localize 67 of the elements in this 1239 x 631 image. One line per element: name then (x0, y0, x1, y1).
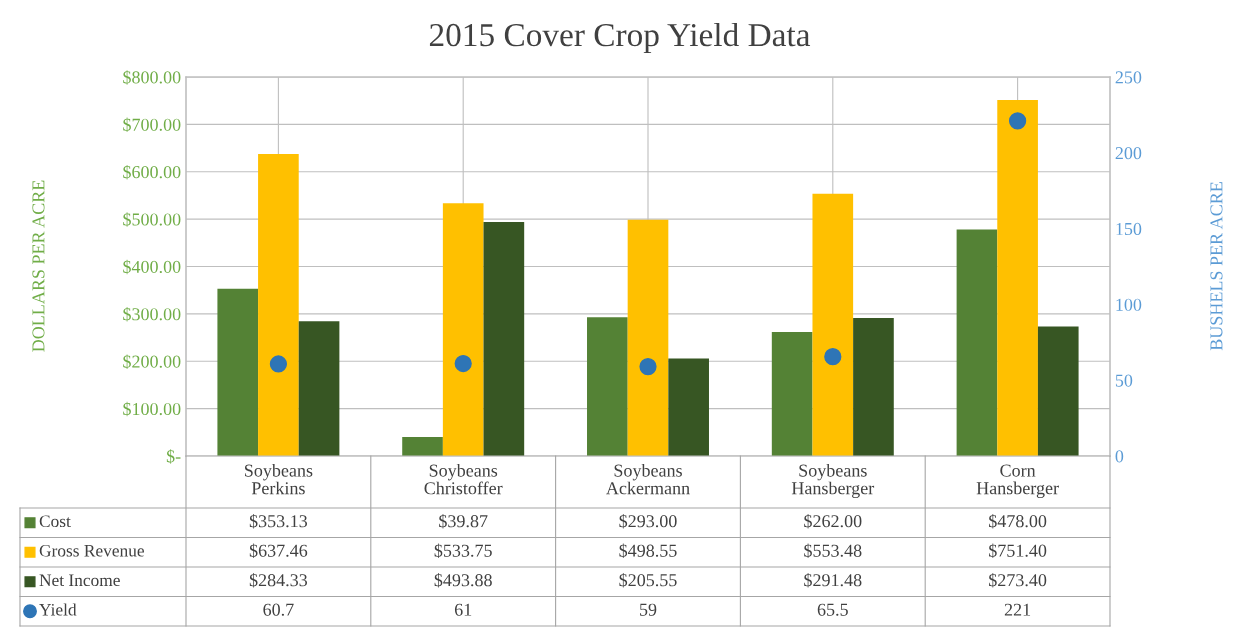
data-label: 65.5 (817, 603, 848, 616)
y-tick-label: $500.00 (123, 212, 181, 227)
y-tick-label: $200.00 (123, 354, 181, 369)
data-label: 60.7 (263, 603, 294, 616)
y-tick-label: $400.00 (123, 259, 181, 275)
x-tick-label: Soybeans Ackermann (606, 463, 690, 495)
bar (217, 288, 259, 456)
data-label: $291.48 (804, 573, 862, 588)
data-label: $637.46 (249, 543, 308, 558)
legend-label: Gross Revenue (39, 544, 144, 557)
legend-label: Yield (39, 603, 77, 616)
y2-tick-label: 250 (1115, 71, 1142, 84)
y-tick-label: $300.00 (123, 307, 181, 322)
data-label: $284.33 (249, 573, 308, 588)
x-tick-label: Corn Hansberger (976, 464, 1059, 499)
point (1008, 112, 1027, 130)
bar (1037, 326, 1079, 456)
y-tick-label: $- (166, 449, 181, 464)
x-tick-label: Soybeans Hansberger (791, 463, 875, 499)
data-label: $205.55 (619, 573, 677, 588)
bar (627, 219, 669, 456)
y-tick-label: $600.00 (123, 164, 181, 180)
data-label: $39.87 (439, 514, 488, 529)
data-label: $553.48 (804, 543, 862, 558)
x-tick-label: Soybeans Christoffer (424, 463, 503, 495)
bar (402, 437, 443, 456)
legend-label: Cost (39, 515, 71, 528)
bar (853, 317, 894, 456)
point (639, 357, 657, 376)
y-tick-label: $700.00 (123, 117, 181, 133)
legend-label: Net Income (39, 574, 120, 587)
data-label: $751.40 (989, 543, 1047, 558)
bar (956, 229, 998, 456)
x-tick-label: Soybeans Perkins (245, 463, 313, 495)
bar (298, 321, 340, 456)
bar (812, 193, 854, 456)
data-label: $498.55 (619, 543, 677, 558)
bar (258, 154, 299, 456)
y2-tick-label: 0 (1115, 450, 1124, 463)
data-label: $493.88 (434, 573, 492, 588)
data-label: $293.00 (619, 514, 677, 529)
y2-tick-label: 150 (1116, 222, 1142, 236)
data-label: 59 (640, 603, 657, 616)
data-label: $262.00 (804, 514, 862, 529)
y-tick-label: $100.00 (123, 401, 181, 417)
y2-tick-label: 100 (1116, 298, 1142, 311)
y-axis-title: DOLLARS PER ACRE (32, 180, 45, 352)
point (824, 348, 842, 366)
y2-tick-label: 50 (1115, 374, 1133, 387)
y2-axis-title: BUSHELS PER ACRE (1210, 182, 1223, 351)
data-label: $353.13 (249, 514, 308, 529)
bar (442, 203, 484, 456)
bar (483, 222, 525, 456)
data-label: $533.75 (434, 543, 492, 558)
data-label: $478.00 (989, 514, 1047, 529)
bar (997, 100, 1038, 456)
chart-title: 2015 Cover Crop Yield Data (429, 22, 811, 54)
data-label: 61 (454, 603, 472, 616)
point (269, 355, 288, 373)
data-label: $273.40 (989, 573, 1047, 588)
bar (771, 331, 813, 456)
y-tick-label: $800.00 (123, 70, 181, 85)
point (454, 354, 472, 373)
data-label: 221 (1004, 603, 1031, 616)
bar (668, 358, 709, 456)
y2-tick-label: 200 (1115, 147, 1142, 160)
bar (587, 317, 628, 456)
